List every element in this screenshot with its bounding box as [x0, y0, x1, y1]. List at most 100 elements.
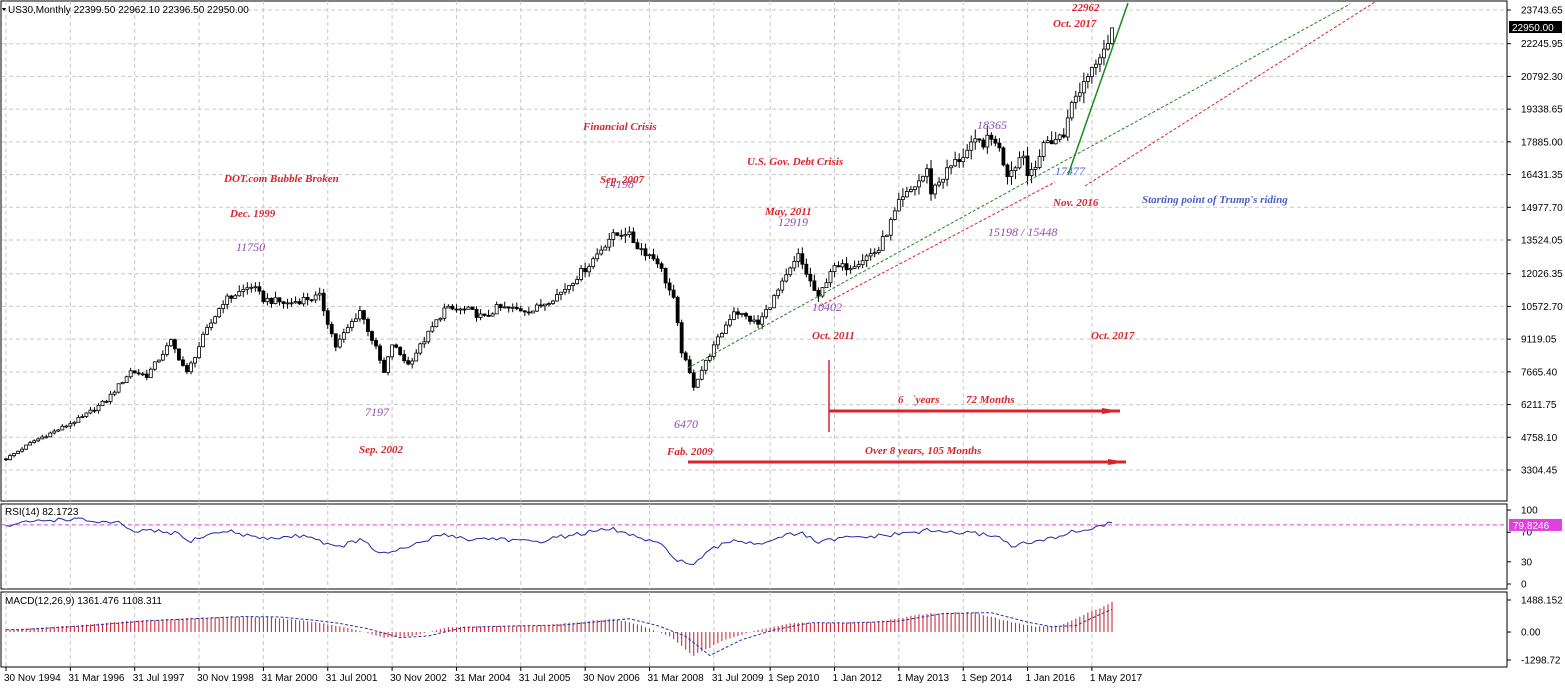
candle-body	[530, 310, 535, 314]
candle-body	[116, 383, 121, 393]
rsi-tick-label: 0	[1521, 580, 1527, 591]
candle-body	[691, 372, 696, 388]
candle-body	[325, 310, 330, 325]
candle-body	[575, 279, 579, 285]
annotation-red: Oct. 2017	[1053, 18, 1097, 30]
annotation-red: Nov. 2016	[1052, 197, 1099, 209]
rsi-marker: 79.8246	[1513, 521, 1550, 532]
candle-body	[848, 268, 853, 271]
candle-body	[333, 333, 338, 348]
candle-body	[812, 280, 817, 291]
rsi-tick-label: 70	[1521, 528, 1533, 539]
candle-body	[370, 331, 374, 341]
candle-body	[462, 308, 467, 311]
candle-body	[193, 357, 197, 364]
candle-body	[1053, 139, 1058, 145]
candle-body	[715, 336, 720, 346]
candle-body	[539, 304, 543, 307]
candle-body	[989, 134, 994, 140]
candle-body	[555, 294, 559, 302]
candle-body	[1029, 169, 1034, 177]
candle-body	[28, 442, 33, 446]
candle-body	[547, 303, 551, 305]
candle-body	[60, 425, 65, 431]
candle-body	[836, 265, 841, 268]
price-tick-label: 19338.65	[1521, 105, 1563, 116]
annotation-red: U.S. Gov. Debt Crisis	[747, 156, 843, 168]
candle-body	[349, 321, 354, 328]
candle-body	[201, 333, 205, 348]
candle-body	[450, 305, 455, 310]
candle-body	[498, 304, 503, 309]
candle-body	[390, 344, 394, 358]
candle-body	[84, 412, 89, 417]
candle-body	[470, 306, 475, 310]
candle-body	[1077, 92, 1082, 97]
candle-body	[96, 405, 101, 412]
candle-body	[603, 246, 608, 251]
candle-body	[502, 306, 507, 309]
candle-body	[394, 344, 399, 348]
macd-tick-label: 1488.152	[1521, 596, 1563, 607]
candle-body	[181, 359, 185, 366]
candle-body	[816, 290, 821, 297]
candle-body	[4, 458, 8, 461]
candle-body	[518, 308, 523, 312]
candle-body	[1106, 43, 1110, 50]
candle-body	[1017, 157, 1022, 169]
candle-body	[623, 234, 628, 237]
macd-panel-frame	[0, 591, 1508, 668]
candle-body	[301, 296, 306, 305]
candle-body	[92, 409, 97, 412]
candle-body	[615, 232, 620, 236]
candle-body	[647, 254, 652, 257]
candle-body	[309, 299, 314, 302]
candle-body	[120, 382, 125, 385]
candle-body	[44, 436, 49, 439]
candle-body	[904, 191, 909, 198]
candle-body	[856, 264, 861, 268]
duration-markers	[688, 360, 1126, 465]
candle-body	[1049, 140, 1054, 145]
candle-body	[1001, 147, 1006, 166]
candle-body	[993, 138, 998, 144]
macd-histogram	[5, 601, 1113, 656]
price-candles	[4, 27, 1114, 462]
candle-body	[112, 391, 117, 395]
candle-body	[442, 307, 447, 319]
annotation-purple: 15198 / 15448	[988, 225, 1057, 239]
annotation-purple: 10402	[812, 300, 842, 314]
price-tick-label: 23743.65	[1521, 6, 1563, 17]
candle-body	[868, 253, 873, 257]
price-tick-label: 14977.70	[1521, 203, 1563, 214]
candle-body	[249, 286, 254, 289]
time-tick-label: 31 Jul 2005	[519, 673, 571, 684]
candle-body	[707, 356, 712, 361]
candle-body	[736, 311, 740, 315]
price-tick-label: 13524.05	[1521, 236, 1563, 247]
candle-body	[876, 249, 881, 253]
candle-body	[148, 368, 153, 378]
candle-body	[402, 354, 407, 362]
candle-body	[353, 318, 358, 322]
candle-body	[941, 178, 945, 183]
candle-body	[261, 290, 266, 303]
candle-body	[780, 280, 785, 291]
candle-body	[965, 149, 970, 159]
time-tick-label: 31 Jul 2001	[326, 673, 378, 684]
candle-body	[526, 311, 531, 314]
rsi-marker-bg	[1509, 518, 1562, 531]
candle-body	[12, 453, 16, 457]
candle-body	[776, 289, 781, 297]
candle-body	[386, 356, 390, 373]
price-tick-label: 9119.05	[1521, 335, 1557, 346]
candle-body	[683, 352, 688, 361]
candle-body	[543, 303, 547, 307]
candle-body	[643, 248, 648, 257]
annotation-red: Oct. 2017	[1091, 330, 1135, 342]
candle-body	[1110, 27, 1114, 44]
time-tick-label: 1 Sep 2014	[961, 673, 1013, 684]
price-axis: 23743.65 22245.95 20792.30 19338.65 17885.00…	[1507, 6, 1563, 477]
candle-body	[921, 175, 925, 182]
